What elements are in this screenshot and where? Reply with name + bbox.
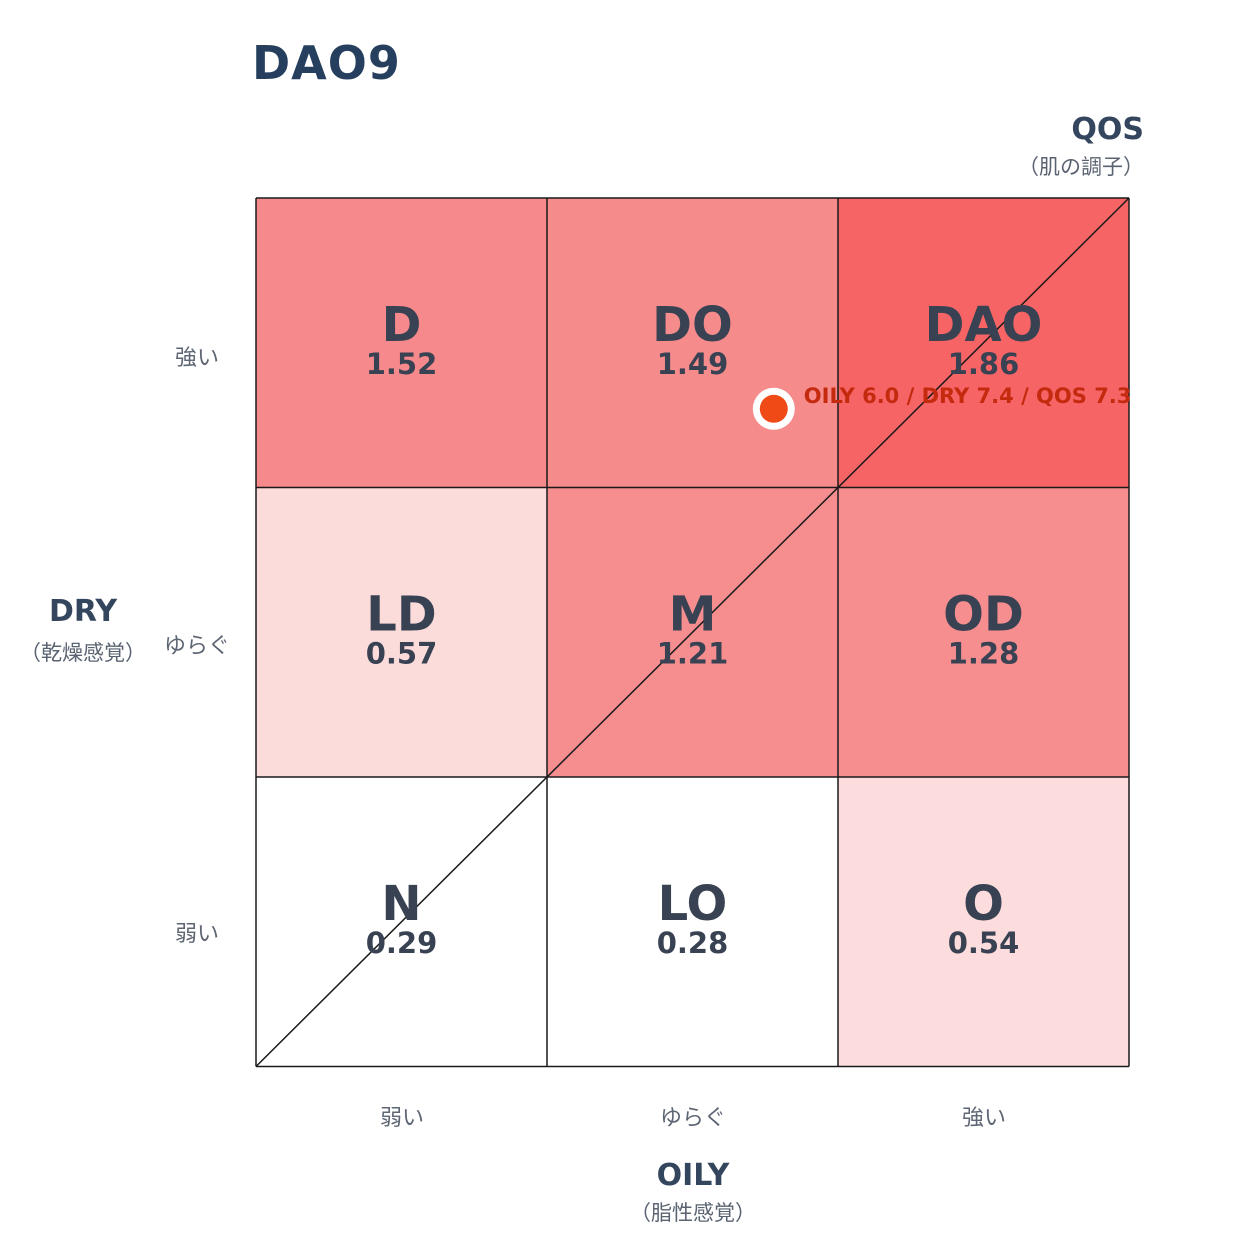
y-tick-label: 弱い	[174, 922, 219, 947]
heatmap-cell-d	[256, 198, 547, 488]
heatmap-cell-label: DO	[652, 297, 733, 353]
heatmap-cell-value: 0.28	[657, 926, 729, 960]
oily-axis-title: OILY	[656, 1158, 730, 1193]
heatmap-cell-lo	[547, 777, 838, 1067]
marker-point	[759, 394, 788, 423]
x-tick-label: 弱い	[379, 1106, 424, 1131]
marker-label: OILY 6.0 / DRY 7.4 / QOS 7.3	[804, 384, 1132, 408]
heatmap-cell-value: 1.86	[948, 347, 1020, 381]
dry-axis-label: DRY （乾燥感覚）	[18, 594, 148, 667]
heatmap-cell-value: 0.29	[366, 926, 438, 960]
heatmap-cell-label: LD	[366, 587, 436, 643]
dry-axis-title: DRY	[48, 594, 118, 629]
oily-axis-label: OILY （脂性感覚）	[593, 1158, 793, 1227]
heatmap-cell-label: N	[381, 876, 421, 932]
heatmap-cell-label: O	[963, 876, 1004, 932]
heatmap-cell-o	[838, 777, 1129, 1067]
x-tick-label: ゆらぐ	[659, 1106, 726, 1131]
heatmap-cell-label: LO	[658, 876, 728, 932]
chart-title: DAO9	[252, 36, 401, 90]
heatmap-cell-label: D	[382, 297, 422, 353]
heatmap-cell-do	[547, 198, 838, 488]
qos-diagonal-line	[255, 197, 1130, 1068]
y-tick-label: 強い	[174, 346, 219, 371]
heatmap-cell-value: 1.49	[657, 347, 729, 381]
oily-axis-subtitle: （脂性感覚）	[630, 1201, 756, 1225]
heatmap-cell-value: 1.52	[366, 347, 438, 381]
heatmap-cell-value: 0.57	[366, 637, 438, 671]
qos-axis-title: QOS	[1071, 112, 1144, 147]
heatmap-cell-label: DAO	[925, 297, 1043, 353]
dry-axis-subtitle: （乾燥感覚）	[20, 641, 146, 665]
heatmap-cell-value: 1.28	[948, 637, 1020, 671]
heatmap-cell-value: 1.21	[657, 637, 729, 671]
qos-axis-label: QOS （肌の調子）	[1018, 112, 1144, 181]
heatmap-cell-ld	[256, 487, 547, 777]
heatmap-cell-value: 0.54	[948, 926, 1020, 960]
qos-axis-subtitle: （肌の調子）	[1018, 155, 1144, 179]
heatmap-cell-label: OD	[943, 587, 1024, 643]
x-tick-label: 強い	[961, 1106, 1006, 1131]
heatmap-cell-od	[838, 487, 1129, 777]
heatmap-cell-label: M	[669, 587, 717, 643]
y-tick-label: ゆらぐ	[163, 634, 230, 659]
